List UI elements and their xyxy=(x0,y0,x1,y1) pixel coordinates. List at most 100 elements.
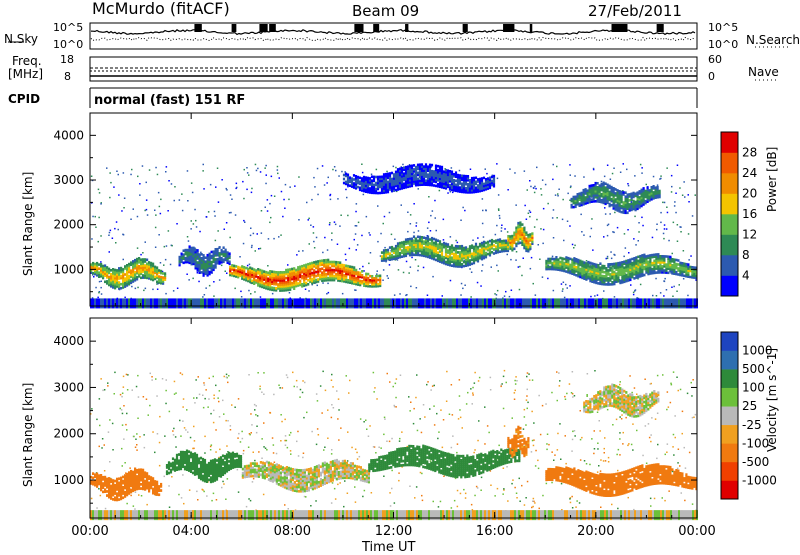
heatmap-cell xyxy=(623,201,625,204)
scatter-cell xyxy=(656,295,658,297)
scatter-cell xyxy=(474,382,476,384)
heatmap-cell xyxy=(645,200,647,203)
scatter-cell xyxy=(241,431,243,433)
near-range-cell xyxy=(454,298,456,308)
near-range-cell xyxy=(516,298,518,308)
near-range-cell xyxy=(324,298,326,308)
scatter-cell xyxy=(347,460,349,462)
scatter-cell xyxy=(188,240,190,242)
scatter-cell xyxy=(627,183,629,185)
near-range-cell xyxy=(672,298,674,308)
noise-spike xyxy=(373,24,379,32)
scatter-cell xyxy=(241,296,243,298)
heatmap-cell xyxy=(575,266,577,269)
heatmap-cell xyxy=(191,247,193,250)
scatter-cell xyxy=(660,175,662,177)
scatter-cell xyxy=(499,215,501,217)
heatmap-cell xyxy=(457,251,459,254)
near-range-cell xyxy=(500,298,502,308)
near-range-cell xyxy=(350,298,352,308)
heatmap-cell xyxy=(229,252,231,255)
heatmap-cell xyxy=(335,273,337,276)
scatter-cell xyxy=(137,287,139,289)
scatter-cell xyxy=(496,225,498,227)
scatter-cell xyxy=(135,447,137,449)
near-range-cell xyxy=(664,298,666,308)
heatmap-cell xyxy=(423,236,425,239)
heatmap-cell xyxy=(579,202,581,205)
heatmap-cell xyxy=(359,177,361,180)
near-range-cell xyxy=(280,298,282,308)
scatter-cell xyxy=(202,296,204,298)
heatmap-cell xyxy=(609,263,611,266)
noise-spike xyxy=(259,24,267,32)
heatmap-cell xyxy=(391,246,393,249)
heatmap-cell xyxy=(633,277,635,280)
scatter-cell xyxy=(600,470,602,472)
heatmap-cell xyxy=(621,205,623,208)
scatter-cell xyxy=(355,233,357,235)
scatter-cell xyxy=(171,476,173,478)
scatter-cell xyxy=(263,494,265,496)
heatmap-cell xyxy=(673,258,675,261)
scatter-cell xyxy=(100,378,102,380)
scatter-cell xyxy=(421,473,423,475)
near-range-cell xyxy=(624,298,626,308)
scatter-cell xyxy=(604,176,606,178)
heatmap-cell xyxy=(447,255,449,258)
scatter-cell xyxy=(459,379,461,381)
scatter-cell xyxy=(521,275,523,277)
heatmap-cell xyxy=(615,204,617,207)
scatter-cell xyxy=(289,186,291,188)
heatmap-cell xyxy=(377,275,379,278)
near-range-cell xyxy=(326,298,328,308)
heatmap-cell xyxy=(407,238,409,241)
heatmap-cell xyxy=(605,267,607,270)
heatmap-cell xyxy=(619,262,621,265)
scatter-cell xyxy=(671,175,673,177)
near-range-cell xyxy=(604,298,606,308)
near-range-cell xyxy=(612,298,614,308)
scatter-cell xyxy=(512,417,514,419)
scatter-cell xyxy=(356,203,358,205)
scatter-cell xyxy=(123,438,125,440)
scatter-cell xyxy=(614,212,616,214)
heatmap-cell xyxy=(433,242,435,245)
near-range-cell xyxy=(426,298,428,308)
heatmap-cell xyxy=(421,236,423,239)
scatter-cell xyxy=(250,228,252,230)
scatter-cell xyxy=(327,283,329,285)
scatter-cell xyxy=(99,425,101,427)
scatter-cell xyxy=(509,168,511,170)
heatmap-cell xyxy=(383,249,385,252)
heatmap-cell xyxy=(591,198,593,201)
scatter-cell xyxy=(507,189,509,191)
colorbar-tick-label: 8 xyxy=(742,248,750,262)
scatter-cell xyxy=(306,202,308,204)
near-range-cell xyxy=(554,298,556,308)
heatmap-cell xyxy=(257,276,259,279)
heatmap-cell xyxy=(381,176,383,179)
scatter-cell xyxy=(124,297,126,299)
near-range-cell xyxy=(396,298,398,308)
near-range-cell xyxy=(400,298,402,308)
near-range-cell xyxy=(394,298,396,308)
heatmap-cell xyxy=(375,182,377,185)
heatmap-cell xyxy=(609,267,611,270)
heatmap-cell xyxy=(455,184,457,187)
heatmap-cell xyxy=(651,254,653,257)
heatmap-cell xyxy=(631,193,633,196)
scatter-cell xyxy=(311,199,313,201)
scatter-cell xyxy=(501,227,503,229)
scatter-cell xyxy=(561,483,563,485)
heatmap-cell xyxy=(585,196,587,199)
near-range-cell xyxy=(382,298,384,308)
heatmap-cell xyxy=(607,263,609,266)
heatmap-cell xyxy=(573,206,575,209)
heatmap-cell xyxy=(399,252,401,255)
heatmap-cell xyxy=(403,166,405,169)
near-range-cell xyxy=(424,298,426,308)
scatter-cell xyxy=(553,237,555,239)
near-range-cell xyxy=(286,298,288,308)
scatter-cell xyxy=(194,402,196,404)
